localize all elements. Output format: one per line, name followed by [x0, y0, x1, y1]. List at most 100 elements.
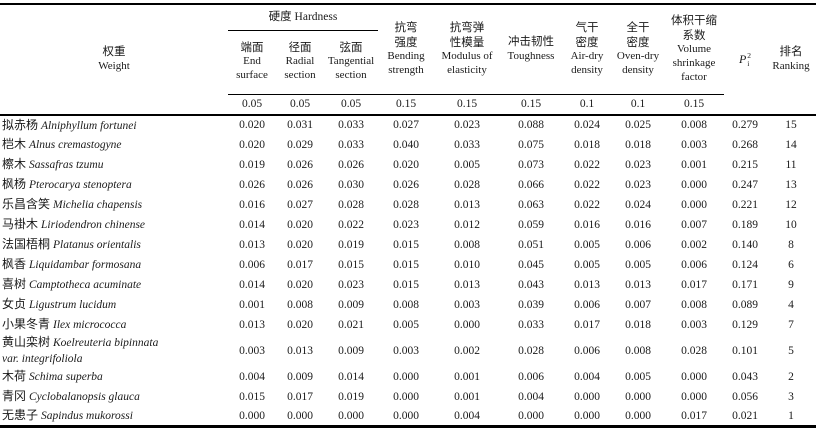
- species-name-cell: 法国梧桐 Platanus orientalis: [0, 235, 228, 255]
- bending-strength-value: 0.000: [393, 409, 419, 422]
- volume-shrinkage-value: 0.003: [681, 138, 707, 151]
- species-name-latin: Koelreuteria bipinnata var. integrifolio…: [2, 337, 159, 365]
- modulus-elasticity-value: 0.023: [454, 119, 480, 132]
- radial-section-value: 0.020: [287, 278, 313, 291]
- tangential-section-value: 0.023: [338, 278, 364, 291]
- species-name-latin: Platanus orientalis: [53, 239, 141, 252]
- species-row: 法国梧桐 Platanus orientalis 0.013 0.020 0.0…: [0, 235, 816, 255]
- species-name-cell: 无患子 Sapindus mukorossi: [0, 407, 228, 427]
- species-name-cell: 青冈 Cyclobalanopsis glauca: [0, 387, 228, 407]
- oven-dry-density-value: 0.005: [625, 370, 651, 383]
- volume-shrinkage-value: 0.006: [681, 258, 707, 271]
- radial-section-value: 0.020: [287, 318, 313, 331]
- species-name-cell: 桤木 Alnus cremastogyne: [0, 135, 228, 155]
- pi-squared-column-header: P 2 i: [724, 4, 766, 116]
- oven-dry-density-value: 0.000: [625, 390, 651, 403]
- col-header-zh: 弦面: [339, 42, 363, 55]
- species-row: 无患子 Sapindus mukorossi 0.000 0.000 0.000…: [0, 407, 816, 427]
- toughness-value: 0.063: [518, 198, 544, 211]
- weight-header-zh: 权重: [102, 46, 126, 59]
- species-row: 喜树 Camptotheca acuminate 0.014 0.020 0.0…: [0, 275, 816, 295]
- toughness-value: 0.043: [518, 278, 544, 291]
- tangential-section-value: 0.033: [338, 138, 364, 151]
- volume-shrinkage-value: 0.000: [681, 178, 707, 191]
- toughness-value: 0.066: [518, 178, 544, 191]
- air-dry-density-value: 0.005: [574, 258, 600, 271]
- col-header-zh: 径面: [288, 42, 312, 55]
- species-name-cell: 乐昌含笑 Michelia chapensis: [0, 195, 228, 215]
- bending-strength-value: 0.008: [393, 298, 419, 311]
- pi-squared-value: 0.140: [732, 238, 758, 251]
- air-dry-density-value: 0.018: [574, 138, 600, 151]
- species-name-cell: 黄山栾树 Koelreuteria bipinnata var. integri…: [0, 335, 228, 367]
- species-name-latin: Sassafras tzumu: [29, 159, 104, 172]
- modulus-elasticity-value: 0.003: [454, 298, 480, 311]
- tangential-section-value: 0.000: [338, 409, 364, 422]
- bending-strength-value: 0.023: [393, 218, 419, 231]
- air-dry-density-value: 0.016: [574, 218, 600, 231]
- radial-section-value: 0.020: [287, 238, 313, 251]
- toughness-value: 0.088: [518, 119, 544, 132]
- species-name-zh: 枫杨: [2, 177, 27, 192]
- end-surface-value: 0.006: [239, 258, 265, 271]
- tangential-section-value: 0.022: [338, 218, 364, 231]
- radial-section-value: 0.017: [287, 258, 313, 271]
- tangential-section-value: 0.019: [338, 238, 364, 251]
- col-header-en: Bending strength: [387, 49, 425, 76]
- air-dry-density-value: 0.022: [574, 158, 600, 171]
- ranking-column-header: 排名 Ranking: [766, 4, 816, 116]
- pi-sub: i: [747, 58, 750, 68]
- toughness-value: 0.006: [518, 370, 544, 383]
- col-header-zh: 抗弯 强度: [394, 22, 418, 49]
- hardness-group-header: 硬度 Hardness: [228, 4, 378, 31]
- col-header-en: Modulus of elasticity: [441, 49, 493, 76]
- ranking-value: 14: [785, 138, 797, 151]
- toughness-value: 0.000: [518, 409, 544, 422]
- ranking-value: 7: [788, 318, 794, 331]
- end-surface-value: 0.004: [239, 370, 265, 383]
- species-name-latin: Cyclobalanopsis glauca: [29, 390, 140, 403]
- species-name-zh: 枫香: [2, 257, 27, 272]
- air-dry-density-value: 0.004: [574, 370, 600, 383]
- pi-squared-value: 0.268: [732, 138, 758, 151]
- col-header-zh: 端面: [240, 42, 264, 55]
- end-surface-value: 0.001: [239, 298, 265, 311]
- radial-section-value: 0.009: [287, 370, 313, 383]
- pi-squared-value: 0.101: [732, 344, 758, 357]
- ranking-value: 10: [785, 218, 797, 231]
- pi-squared-value: 0.043: [732, 370, 758, 383]
- ranking-header-en: Ranking: [772, 59, 810, 72]
- radial-section-value: 0.031: [287, 119, 313, 132]
- radial-section-value: 0.013: [287, 344, 313, 357]
- species-name-zh: 女贞: [2, 297, 27, 312]
- species-name-cell: 木荷 Schima superba: [0, 367, 228, 387]
- radial-section-value: 0.000: [287, 409, 313, 422]
- tangential-section-value: 0.033: [338, 119, 364, 132]
- header-group-row: 权重 Weight 硬度 Hardness 抗弯 强度 Bending stre…: [0, 4, 816, 116]
- species-row: 马褂木 Liriodendron chinense 0.014 0.020 0.…: [0, 215, 816, 235]
- col-header-volume-shrinkage-factor: 体积干缩 系数 Volume shrinkage factor: [664, 4, 724, 94]
- volume-shrinkage-value: 0.007: [681, 218, 707, 231]
- bending-strength-value: 0.000: [393, 370, 419, 383]
- species-row: 檫木 Sassafras tzumu 0.019 0.026 0.026 0.0…: [0, 155, 816, 175]
- oven-dry-density-value: 0.005: [625, 258, 651, 271]
- bending-strength-value: 0.005: [393, 318, 419, 331]
- species-name-zh: 马褂木: [2, 217, 39, 232]
- volume-shrinkage-value: 0.000: [681, 370, 707, 383]
- weight-value: 0.05: [228, 93, 276, 116]
- bending-strength-value: 0.028: [393, 198, 419, 211]
- col-header-zh: 体积干缩 系数: [671, 15, 717, 42]
- pi-squared-value: 0.215: [732, 158, 758, 171]
- col-header-toughness: 冲击韧性 Toughness: [500, 4, 562, 94]
- col-header-zh: 全干 密度: [626, 22, 650, 49]
- col-header-oven-dry-density: 全干 密度 Oven-dry density: [612, 4, 664, 94]
- weight-column-header: 权重 Weight: [0, 4, 228, 116]
- pi-squared-value: 0.056: [732, 390, 758, 403]
- volume-shrinkage-value: 0.008: [681, 298, 707, 311]
- species-name-cell: 枫杨 Pterocarya stenoptera: [0, 175, 228, 195]
- species-name-zh: 黄山栾树: [2, 335, 51, 349]
- bending-strength-value: 0.003: [393, 344, 419, 357]
- bending-strength-value: 0.020: [393, 158, 419, 171]
- col-header-en: End surface: [236, 55, 268, 82]
- weight-value: 0.15: [500, 93, 562, 116]
